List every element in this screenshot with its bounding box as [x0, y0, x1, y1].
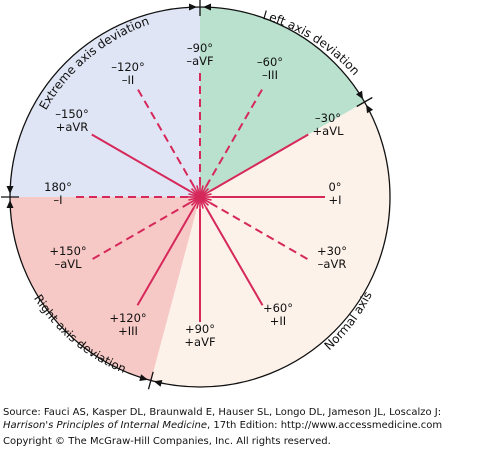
boundary-tick-bottom: [147, 371, 154, 390]
hexaxial-reference-diagram: 0° +I +30° –aVR +60° +II +90° +aVF +120° +III +150…: [1, 0, 391, 390]
arrowhead-icon: [366, 104, 374, 114]
center-spoke: [199, 193, 212, 198]
lead-label-avl: –30° +aVL: [313, 111, 345, 138]
lead-label-i-neg: 180° –I: [44, 180, 72, 207]
arrowhead-icon: [356, 90, 364, 100]
lead-label-i: 0° +I: [328, 180, 341, 207]
left-axis-deviation-sector: [200, 7, 365, 197]
lead-line-iii: [136, 206, 195, 306]
lead-name: +I: [328, 193, 341, 207]
normal-axis-sector: [151, 102, 390, 387]
lead-degree: 0°: [328, 180, 341, 194]
lead-labels: 0° +I +30° –aVR +60° +II +90° +aVF +120° +III +150…: [44, 41, 347, 349]
lead-line-avr: [91, 133, 191, 192]
lead-name: –aVF: [186, 54, 213, 68]
lead-line-ii: [205, 206, 264, 306]
lead-degree: –150°: [55, 107, 88, 121]
book-edition-url: , 17th Edition: http://www.accessmedicin…: [207, 420, 443, 431]
lead-name: +II: [270, 314, 286, 328]
arrowhead-icon: [6, 186, 14, 194]
lead-degree: –30°: [315, 111, 341, 125]
book-reference: Harrison's Principles of Internal Medici…: [3, 420, 442, 432]
copyright-text: Copyright © The McGraw-Hill Companies, I…: [3, 436, 331, 447]
lead-name: –aVL: [54, 257, 82, 271]
extreme-axis-deviation-sector: [10, 7, 200, 197]
lead-line-avr-pos: [209, 202, 309, 261]
lead-label-avf: +90° +aVF: [184, 322, 215, 349]
lead-label-ii: +60° +II: [263, 301, 293, 328]
lead-degree: –90°: [187, 41, 213, 55]
arrowhead-icon: [139, 374, 148, 382]
arrowhead-icon: [203, 3, 211, 11]
boundary-arrows: [1, 0, 374, 390]
lead-label-iii-neg: –60° –III: [257, 55, 283, 82]
lead-name: +aVR: [56, 120, 89, 134]
lead-name: –II: [122, 73, 135, 87]
lead-degree: +30°: [317, 244, 347, 258]
lead-name: +III: [118, 324, 138, 338]
lead-line-avl: [209, 133, 309, 192]
lead-name: –III: [262, 68, 278, 82]
lead-name: –I: [53, 193, 62, 207]
lead-name: –aVR: [318, 257, 347, 271]
lead-label-avr-pos: +30° –aVR: [317, 244, 347, 271]
right-axis-deviation-sector: [10, 197, 200, 381]
lead-label-iii: +120° +III: [109, 311, 146, 338]
lead-name: +aVF: [184, 335, 215, 349]
lead-degree: +150°: [49, 244, 86, 258]
lead-degree: 180°: [44, 180, 72, 194]
lead-label-avl-neg: +150° –aVL: [49, 244, 86, 271]
source-line: Source: Fauci AS, Kasper DL, Braunwald E…: [3, 407, 442, 418]
lead-name: +aVL: [313, 124, 345, 138]
source-citation: Source: Fauci AS, Kasper DL, Braunwald E…: [3, 407, 441, 419]
arrowhead-icon: [189, 3, 197, 11]
lead-label-ii-neg: –120° –II: [111, 60, 144, 87]
lead-label-avr: –150° +aVR: [55, 107, 88, 134]
lead-degree: +60°: [263, 301, 293, 315]
lead-degree: –60°: [257, 55, 283, 69]
lead-degree: –120°: [111, 60, 144, 74]
book-title: Harrison's Principles of Internal Medici…: [3, 420, 208, 431]
copyright-notice: Copyright © The McGraw-Hill Companies, I…: [3, 436, 331, 448]
lead-degree: +120°: [109, 311, 146, 325]
lead-degree: +90°: [185, 322, 215, 336]
boundary-tick-upper-right: [356, 96, 373, 108]
lead-label-avf-neg: –90° –aVF: [186, 41, 213, 68]
arrowhead-icon: [6, 200, 14, 208]
lead-line-avl-neg: [91, 202, 191, 261]
arrowhead-icon: [153, 379, 163, 387]
lead-lines: [75, 72, 325, 322]
lead-line-iii-neg: [205, 88, 264, 188]
lead-line-ii-neg: [136, 88, 195, 188]
